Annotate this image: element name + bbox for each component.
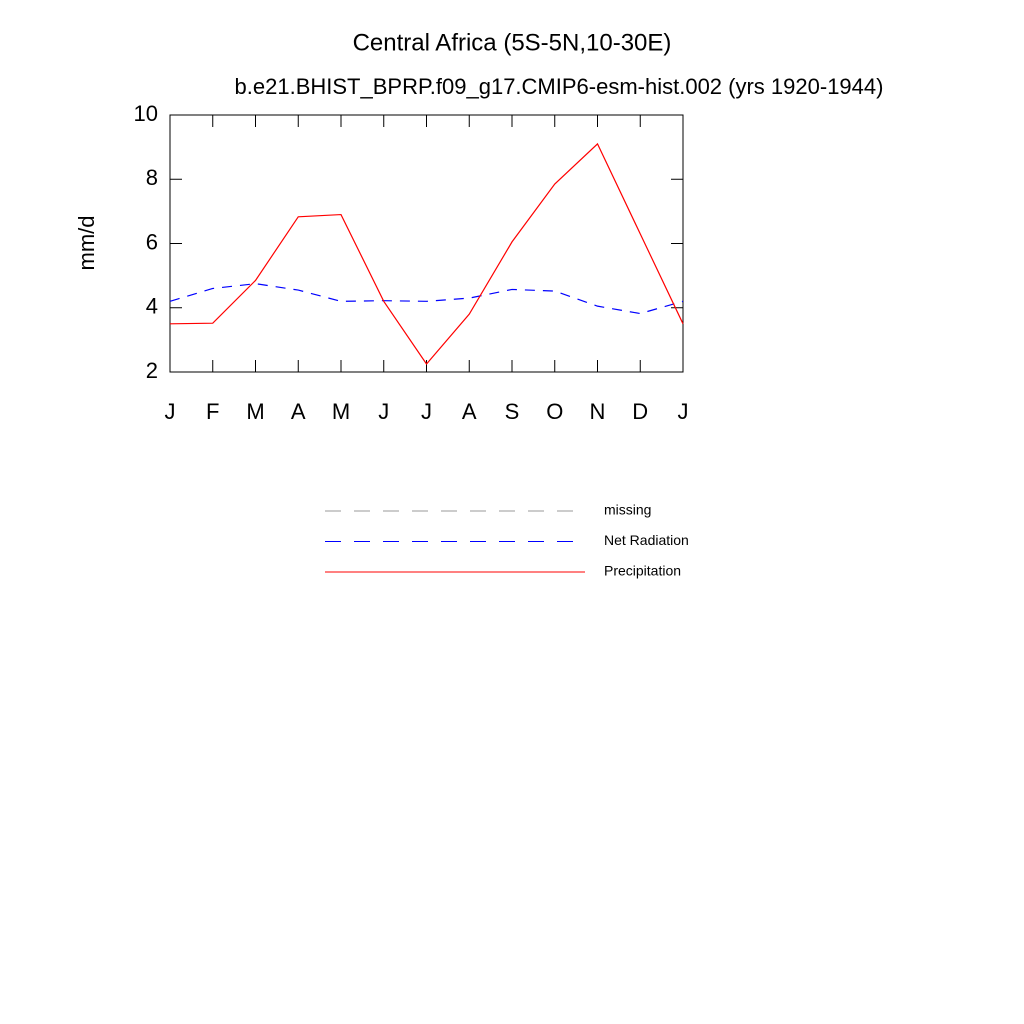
x-tick-label: J	[678, 399, 689, 424]
y-tick-label: 4	[146, 294, 158, 319]
y-tick-label: 10	[134, 101, 158, 126]
x-tick-label: M	[246, 399, 264, 424]
legend-label: Precipitation	[604, 563, 681, 579]
legend-label: missing	[604, 502, 651, 518]
x-tick-label: J	[165, 399, 176, 424]
chart-title: Central Africa (5S-5N,10-30E)	[353, 29, 672, 56]
y-tick-label: 6	[146, 229, 158, 254]
x-tick-label: F	[206, 399, 219, 424]
series-line	[169, 283, 684, 315]
y-tick-label: 2	[146, 358, 158, 383]
x-tick-label: M	[332, 399, 350, 424]
legend-label: Net Radiation	[604, 532, 689, 548]
series-line	[169, 142, 684, 365]
x-tick-label: O	[546, 399, 563, 424]
chart-subtitle: b.e21.BHIST_BPRP.f09_g17.CMIP6-esm-hist.…	[235, 74, 884, 99]
x-tick-label: D	[632, 399, 648, 424]
x-tick-label: N	[590, 399, 606, 424]
y-axis-label: mm/d	[74, 216, 99, 271]
plot-frame	[169, 114, 684, 373]
x-tick-label: A	[462, 399, 477, 424]
x-tick-label: J	[378, 399, 389, 424]
x-tick-label: A	[291, 399, 306, 424]
y-tick-label: 8	[146, 165, 158, 190]
x-tick-label: J	[421, 399, 432, 424]
x-tick-label: S	[505, 399, 520, 424]
